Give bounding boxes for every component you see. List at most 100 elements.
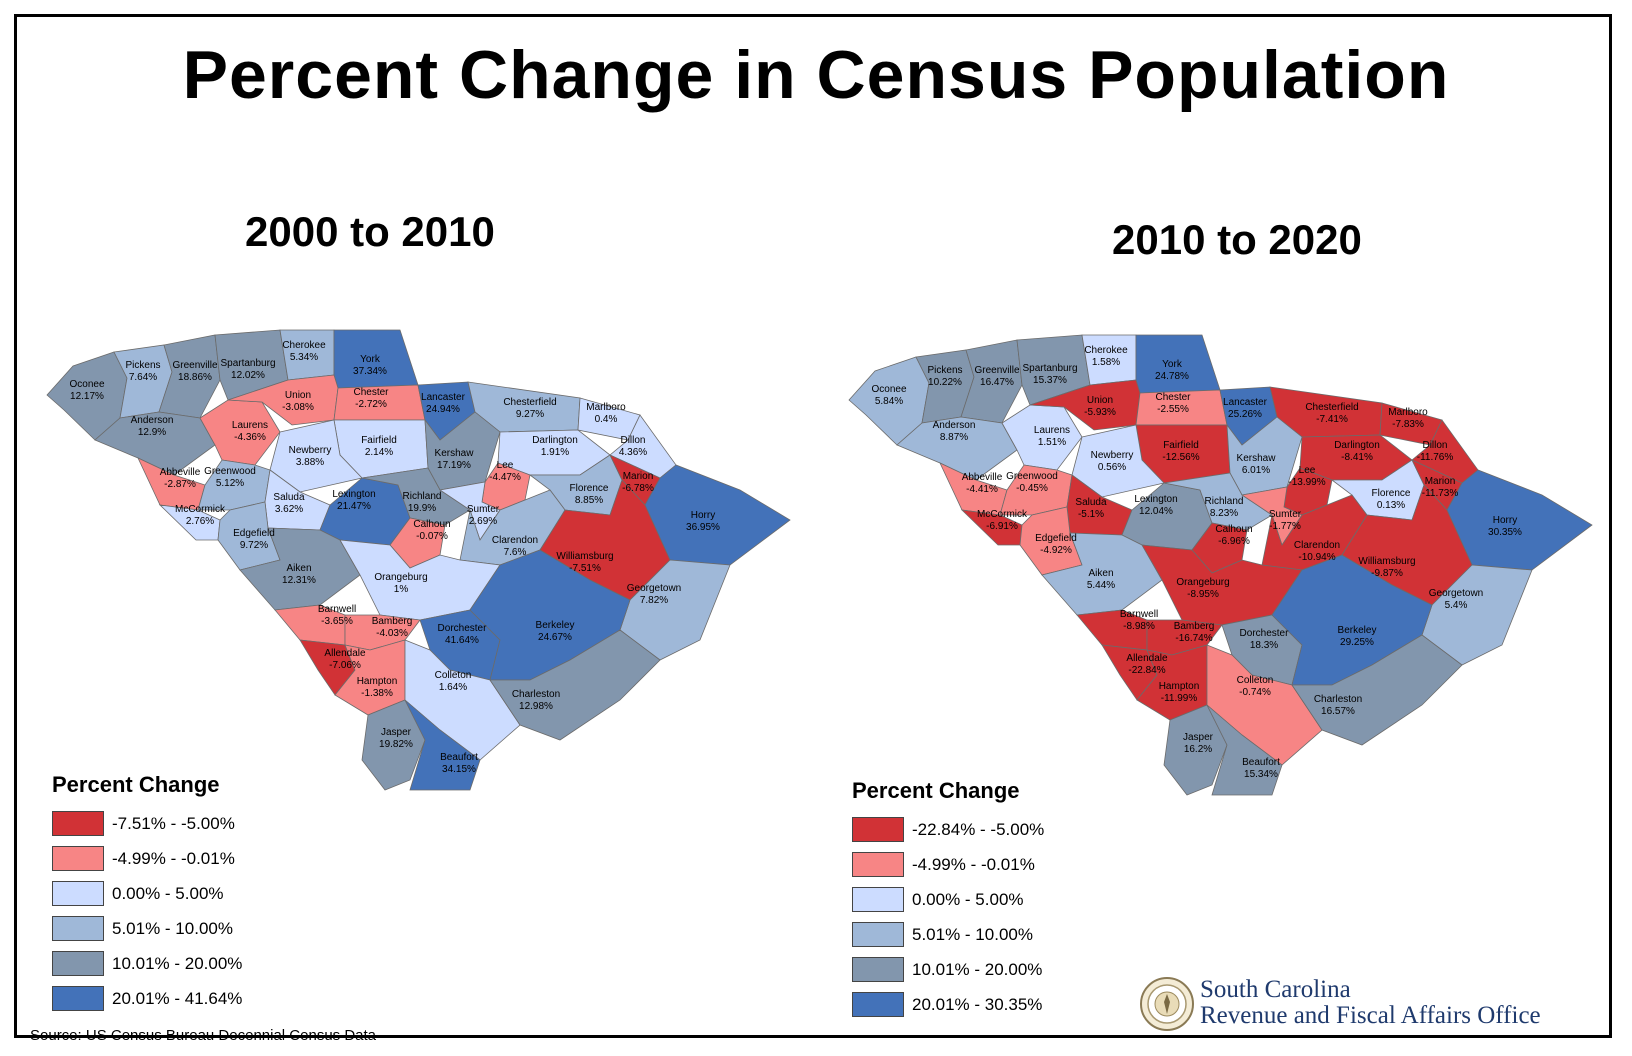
county-value-label: 0.4% xyxy=(595,414,618,425)
legend-title: Percent Change xyxy=(52,772,220,797)
map-right-subtitle: 2010 to 2020 xyxy=(1112,216,1362,263)
county-value-label: -8.98% xyxy=(1123,621,1155,632)
county-name-label: Chester xyxy=(353,387,389,398)
county-value-label: 1.64% xyxy=(439,682,467,693)
county-value-label: 0.13% xyxy=(1377,500,1405,511)
county-value-label: 5.12% xyxy=(216,478,244,489)
legend-swatch xyxy=(52,846,104,871)
county-name-label: Richland xyxy=(1205,496,1244,507)
county-value-label: 29.25% xyxy=(1340,637,1374,648)
legend-item: 0.00% - 5.00% xyxy=(52,876,242,911)
county-name-label: Pickens xyxy=(927,365,962,376)
county-name-label: Lee xyxy=(497,460,514,471)
county-name-label: Charleston xyxy=(512,689,560,700)
county-value-label: 10.22% xyxy=(928,377,962,388)
county-name-label: Greenwood xyxy=(204,466,256,477)
county-name-label: Cherokee xyxy=(1084,345,1128,356)
legend-2010-2020: Percent Change -22.84% - -5.00% -4.99% -… xyxy=(852,778,1044,1022)
county-value-label: 37.34% xyxy=(353,366,387,377)
county-name-label: Dorchester xyxy=(438,623,488,634)
county-value-label: 5.44% xyxy=(1087,580,1115,591)
county-value-label: -5.93% xyxy=(1084,407,1116,418)
county-name-label: Dorchester xyxy=(1240,628,1290,639)
county-value-label: -8.95% xyxy=(1187,589,1219,600)
county-name-label: Laurens xyxy=(232,420,268,431)
legend-item: 20.01% - 30.35% xyxy=(852,987,1044,1022)
county-value-label: -8.41% xyxy=(1341,452,1373,463)
county-union xyxy=(1029,379,1141,431)
legend-swatch xyxy=(52,881,104,906)
county-name-label: Dillon xyxy=(1422,440,1447,451)
county-value-label: 8.87% xyxy=(940,432,968,443)
county-name-label: Chesterfield xyxy=(503,397,556,408)
legend-item: 10.01% - 20.00% xyxy=(52,946,242,981)
county-value-label: -7.41% xyxy=(1316,414,1348,425)
legend-swatch xyxy=(52,811,104,836)
county-name-label: Allendale xyxy=(324,648,366,659)
county-value-label: 18.86% xyxy=(178,372,212,383)
county-name-label: Oconee xyxy=(69,379,104,390)
county-horry xyxy=(1446,469,1593,571)
legend-item: -7.51% - -5.00% xyxy=(52,806,242,841)
county-value-label: 7.82% xyxy=(640,595,668,606)
county-name-label: Colleton xyxy=(435,670,472,681)
county-name-label: Greenville xyxy=(974,365,1019,376)
county-value-label: 9.27% xyxy=(516,409,544,420)
office-name: South Carolina Revenue and Fiscal Affair… xyxy=(1200,977,1541,1029)
county-value-label: -6.96% xyxy=(1218,536,1250,547)
county-name-label: Florence xyxy=(1372,488,1411,499)
legend-item: 10.01% - 20.00% xyxy=(852,952,1044,987)
county-name-label: Marlboro xyxy=(586,402,626,413)
county-value-label: 30.35% xyxy=(1488,527,1522,538)
county-value-label: -4.03% xyxy=(376,628,408,639)
legend-label: 0.00% - 5.00% xyxy=(912,889,1024,909)
county-name-label: Lee xyxy=(1299,465,1316,476)
legend-label: -4.99% - -0.01% xyxy=(912,854,1035,874)
office-line-1: South Carolina xyxy=(1200,976,1351,1003)
legend-label: 5.01% - 10.00% xyxy=(912,924,1033,944)
county-name-label: York xyxy=(1162,359,1183,370)
county-name-label: Laurens xyxy=(1034,425,1070,436)
county-value-label: 5.4% xyxy=(1445,600,1468,611)
legend-item: -22.84% - -5.00% xyxy=(852,812,1044,847)
county-value-label: -2.55% xyxy=(1157,404,1189,415)
county-value-label: 8.23% xyxy=(1210,508,1238,519)
county-name-label: Orangeburg xyxy=(374,572,427,583)
county-value-label: 24.94% xyxy=(426,404,460,415)
county-value-label: -0.07% xyxy=(416,531,448,542)
county-value-label: -4.92% xyxy=(1040,545,1072,556)
county-beaufort xyxy=(1206,704,1283,796)
county-name-label: Beaufort xyxy=(1242,757,1280,768)
county-value-label: 24.78% xyxy=(1155,371,1189,382)
county-value-label: 1.51% xyxy=(1038,437,1066,448)
county-name-label: Marion xyxy=(623,471,654,482)
county-name-label: Spartanburg xyxy=(1022,363,1077,374)
county-value-label: 21.47% xyxy=(337,501,371,512)
county-name-label: Greenwood xyxy=(1006,471,1058,482)
county-value-label: 5.34% xyxy=(290,352,318,363)
county-name-label: Darlington xyxy=(1334,440,1380,451)
county-value-label: 9.72% xyxy=(240,540,268,551)
source-note: Source: US Census Bureau Decennial Censu… xyxy=(30,1027,377,1044)
county-name-label: Sumter xyxy=(467,504,500,515)
legend-swatch xyxy=(852,887,904,912)
legend-swatch xyxy=(52,951,104,976)
county-name-label: Calhoun xyxy=(1215,524,1252,535)
county-value-label: 18.3% xyxy=(1250,640,1278,651)
county-value-label: -2.87% xyxy=(164,479,196,490)
county-name-label: Chester xyxy=(1155,392,1191,403)
county-name-label: Saluda xyxy=(273,492,305,503)
legend-swatch xyxy=(852,852,904,877)
legend-label: -7.51% - -5.00% xyxy=(112,813,235,833)
map-frame xyxy=(14,14,1612,1038)
county-name-label: Aiken xyxy=(286,563,311,574)
county-name-label: Abbeville xyxy=(160,467,201,478)
county-name-label: Bamberg xyxy=(372,616,413,627)
county-name-label: Anderson xyxy=(131,415,174,426)
county-name-label: Orangeburg xyxy=(1176,577,1229,588)
county-value-label: 2.14% xyxy=(365,447,393,458)
county-richland xyxy=(1163,472,1273,531)
legend-item: 0.00% - 5.00% xyxy=(852,882,1044,917)
county-value-label: 1.91% xyxy=(541,447,569,458)
county-name-label: Barnwell xyxy=(1120,609,1158,620)
